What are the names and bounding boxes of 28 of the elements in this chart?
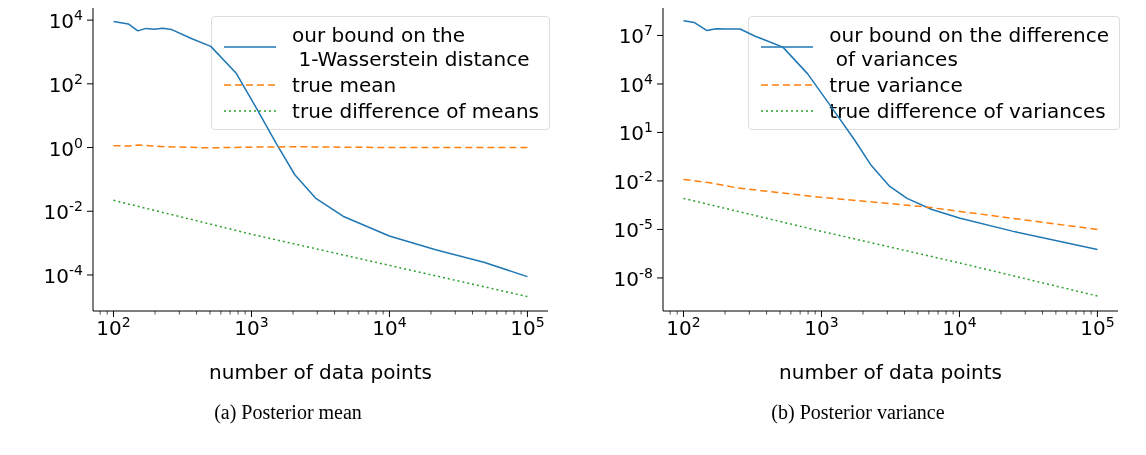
x-tick-label: 10$^{5}$ [510, 314, 545, 340]
x-tick-label: 10$^{2}$ [666, 314, 701, 340]
x-tick-label: 10$^{4}$ [372, 314, 407, 340]
legend-label: true variance [829, 73, 963, 97]
x-tick-label: 10$^{5}$ [1080, 314, 1115, 340]
line-series [682, 197, 1099, 297]
y-tick-label: 10$^{2}$ [48, 70, 83, 97]
y-tick-label: 10$^{1}$ [618, 119, 653, 146]
x-tick-label: 10$^{4}$ [942, 314, 977, 340]
y-tick-label: 10$^{-2}$ [613, 167, 653, 194]
y-tick-label: 10$^{0}$ [48, 134, 83, 161]
y-tick-label: 10$^{-5}$ [613, 216, 653, 243]
legend-label: true mean [292, 73, 397, 97]
line-series [112, 199, 529, 298]
y-tick-label: 10$^{7}$ [618, 22, 653, 49]
x-tick-label: 10$^{3}$ [804, 314, 839, 340]
y-tick-label: 10$^{-4}$ [43, 261, 84, 288]
text: (a) Posterior mean [213, 401, 363, 424]
x-axis-title: number of data points [779, 360, 1002, 384]
legend-label: true difference of means [292, 99, 539, 123]
x-tick-label: 10$^{2}$ [96, 314, 131, 340]
y-tick-label: 10$^{4}$ [618, 70, 654, 97]
y-tick-label: 10$^{-8}$ [613, 264, 653, 291]
x-axis-title: number of data points [209, 360, 432, 384]
y-tick-label: 10$^{-2}$ [43, 198, 83, 225]
text: (b) Posterior variance [770, 401, 946, 424]
x-tick-label: 10$^{3}$ [234, 314, 269, 340]
y-tick-label: 10$^{4}$ [48, 7, 84, 34]
